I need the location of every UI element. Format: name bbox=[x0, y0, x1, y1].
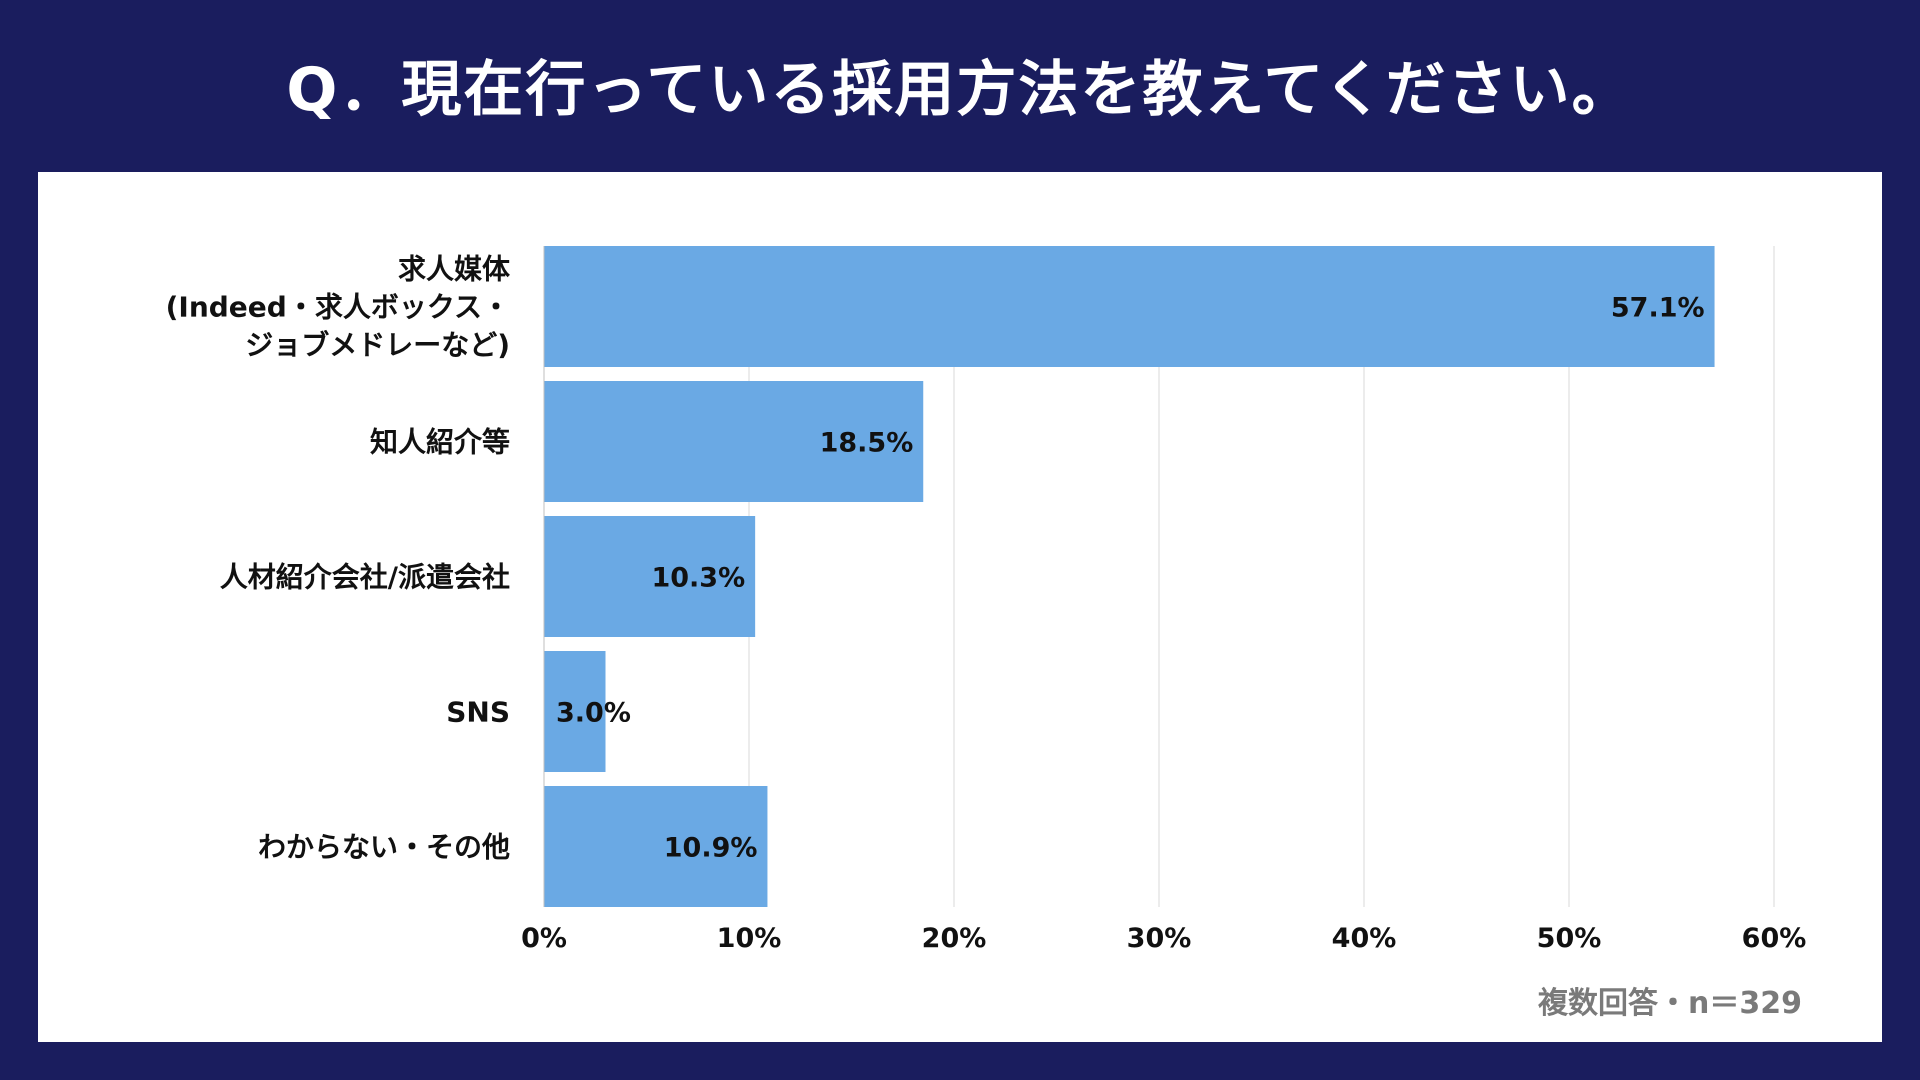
x-tick-label-3: 30% bbox=[1127, 923, 1192, 954]
category-label-3: SNS bbox=[446, 696, 510, 729]
bar-4 bbox=[544, 786, 768, 907]
category-label-0: 求人媒体(Indeed・求人ボックス・ジョブメドレーなど) bbox=[166, 253, 511, 362]
bar-1 bbox=[544, 381, 924, 502]
bar-0 bbox=[544, 246, 1715, 367]
category-label-2: 人材紹介会社/派遣会社 bbox=[220, 561, 510, 594]
bar-chart: 57.1% 求人媒体(Indeed・求人ボックス・ジョブメドレーなど) 18.5% 知… bbox=[166, 246, 1807, 954]
value-label-0: 57.1% bbox=[1611, 293, 1705, 324]
x-tick-label-0: 0% bbox=[521, 923, 567, 954]
bar-3 bbox=[544, 651, 606, 772]
category-label-1: 知人紹介等 bbox=[370, 426, 510, 459]
value-label-2: 10.3% bbox=[651, 563, 745, 594]
x-tick-label-1: 10% bbox=[717, 923, 782, 954]
x-tick-label-2: 20% bbox=[922, 923, 987, 954]
x-tick-label-5: 50% bbox=[1537, 923, 1602, 954]
x-tick-label-6: 60% bbox=[1742, 923, 1807, 954]
chart-panel: 57.1% 求人媒体(Indeed・求人ボックス・ジョブメドレーなど) 18.5% 知… bbox=[38, 172, 1882, 1042]
chart-title: Q．現在行っている採用方法を教えてください。 bbox=[286, 55, 1634, 125]
value-label-4: 10.9% bbox=[664, 833, 758, 864]
bar-2 bbox=[544, 516, 756, 637]
x-tick-label-4: 40% bbox=[1332, 923, 1397, 954]
category-label-4: わからない・その他 bbox=[258, 831, 510, 864]
sample-note: 複数回答・n＝329 bbox=[1538, 986, 1802, 1021]
value-label-1: 18.5% bbox=[820, 428, 914, 459]
value-label-3: 3.0% bbox=[556, 698, 631, 729]
